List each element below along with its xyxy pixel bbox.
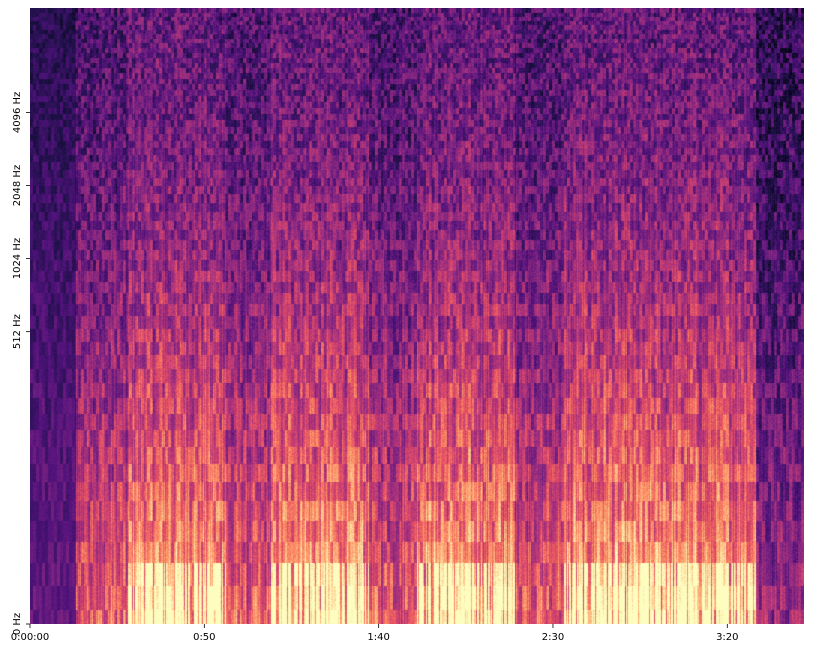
x-tick-label: 0:00:00 xyxy=(11,632,50,643)
x-tick-label: 2:30 xyxy=(542,632,564,643)
x-axis: 0:00:00 0:50 1:40 2:30 3:20 xyxy=(11,624,739,643)
y-tick-label: 0 Hz xyxy=(12,613,23,635)
x-tick-label: 0:50 xyxy=(193,632,215,643)
spectrogram-image xyxy=(30,8,804,624)
y-tick-label: 512 Hz xyxy=(12,314,23,349)
y-tick-label: 1024 Hz xyxy=(12,238,23,279)
y-tick-label: 2048 Hz xyxy=(12,165,23,206)
x-tick-label: 1:40 xyxy=(367,632,389,643)
y-axis: 0 Hz 512 Hz 1024 Hz 2048 Hz 4096 Hz xyxy=(12,92,30,635)
plot-area xyxy=(30,8,804,624)
x-tick-label: 3:20 xyxy=(716,632,738,643)
y-tick-label: 4096 Hz xyxy=(12,92,23,133)
